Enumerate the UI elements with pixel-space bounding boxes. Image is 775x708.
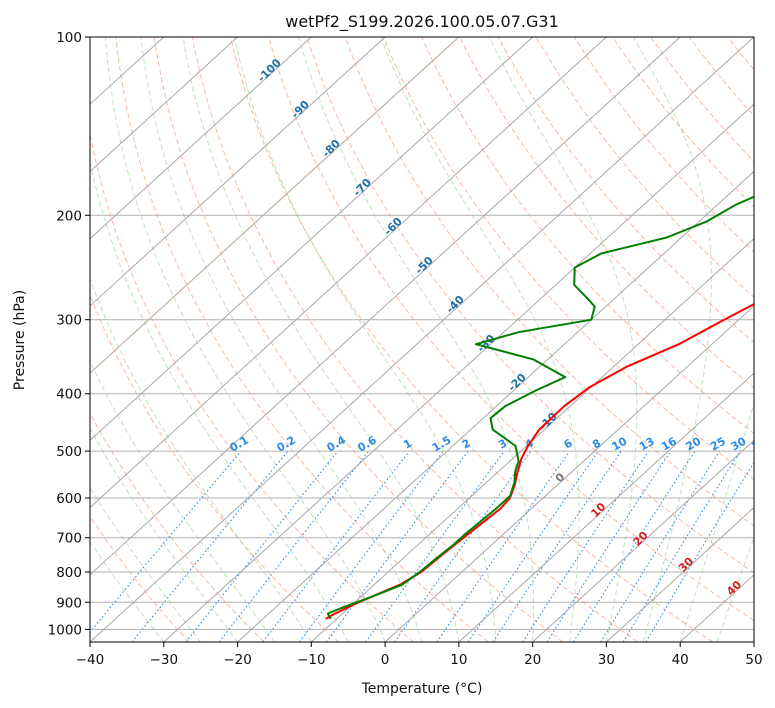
moist-adiabat bbox=[90, 359, 275, 642]
y-tick-label: 600 bbox=[56, 491, 82, 507]
mixing-ratio-line bbox=[467, 450, 599, 642]
plot-frame bbox=[89, 36, 755, 643]
x-tick-label: 40 bbox=[672, 652, 689, 668]
mixing-ratio-line bbox=[573, 450, 696, 642]
mixing-ratio-line bbox=[262, 450, 410, 642]
x-tick-label: 20 bbox=[524, 652, 541, 668]
x-tick-label: −30 bbox=[150, 652, 179, 668]
dry-adiabat bbox=[230, 37, 713, 642]
mixing-ratio-line bbox=[645, 461, 754, 642]
isotherm-line bbox=[458, 372, 754, 642]
x-tick-label: 0 bbox=[381, 652, 390, 668]
x-tick-label: 10 bbox=[450, 652, 467, 668]
y-axis-label: Pressure (hPa) bbox=[12, 290, 28, 390]
isotherm-line bbox=[606, 506, 754, 642]
dry-adiabat bbox=[191, 37, 639, 642]
y-tick-label: 100 bbox=[56, 30, 82, 46]
isotherm-gridlines bbox=[90, 37, 754, 642]
isotherm-line bbox=[237, 170, 754, 642]
y-tick-label: 800 bbox=[56, 565, 82, 581]
y-tick-label: 500 bbox=[56, 444, 82, 460]
dry-adiabat bbox=[382, 37, 754, 481]
mixing-ratio-line bbox=[218, 450, 370, 642]
y-tick-label: 700 bbox=[56, 531, 82, 547]
isotherm-line bbox=[90, 37, 534, 442]
y-tick-label: 400 bbox=[56, 387, 82, 403]
y-tick-label: 1000 bbox=[48, 622, 82, 638]
isotherm-line bbox=[90, 37, 312, 240]
y-tick-label: 300 bbox=[56, 313, 82, 329]
dry-adiabat bbox=[306, 37, 754, 574]
mixing-ratio-label: 36 bbox=[749, 434, 769, 453]
isobar-gridlines bbox=[90, 37, 754, 630]
moist-adiabat bbox=[90, 158, 349, 642]
dry-adiabat bbox=[344, 37, 754, 527]
isotherm-line bbox=[532, 439, 754, 642]
chart-title: wetPf2_S199.2026.100.05.07.G31 bbox=[285, 12, 559, 32]
isotherm-line bbox=[90, 37, 386, 307]
mixing-ratio-line bbox=[90, 450, 242, 633]
isotherm-line bbox=[90, 37, 754, 642]
mixing-ratio-line bbox=[185, 450, 339, 642]
moist-adiabat bbox=[716, 535, 754, 642]
dewpoint-line bbox=[326, 195, 754, 620]
mixing-ratio-line bbox=[600, 450, 721, 642]
dry-adiabat bbox=[115, 37, 489, 642]
mixing-ratio-line bbox=[394, 450, 532, 642]
isotherm-line bbox=[384, 305, 754, 642]
mixing-ratio-line bbox=[131, 450, 289, 642]
dry-adiabat bbox=[90, 515, 190, 642]
y-tick-label: 900 bbox=[56, 595, 82, 611]
x-tick-label: 30 bbox=[598, 652, 615, 668]
moist-adiabat bbox=[380, 37, 580, 642]
isotherm-line bbox=[310, 237, 754, 642]
mixing-ratio-line bbox=[365, 450, 505, 642]
x-axis-ticks: −40 −30 −20 −10 0 10 20 30 40 50 bbox=[76, 642, 763, 668]
isotherm-line bbox=[90, 37, 238, 173]
dry-adiabat bbox=[650, 37, 754, 163]
moist-adiabat bbox=[679, 401, 754, 642]
dry-adiabat bbox=[90, 131, 414, 642]
dry-adiabat bbox=[459, 37, 754, 389]
x-axis-label: Temperature (°C) bbox=[361, 681, 483, 697]
moist-adiabat bbox=[632, 37, 712, 642]
y-axis-ticks: 100 200 300 400 500 600 700 800 900 1000 bbox=[48, 30, 90, 638]
mixing-ratio-lines bbox=[90, 450, 754, 642]
profile-series bbox=[325, 195, 754, 620]
isotherm-line bbox=[90, 37, 681, 576]
moist-adiabat bbox=[182, 37, 460, 642]
isotherm-line bbox=[90, 37, 607, 509]
dry-adiabat bbox=[612, 37, 754, 208]
moist-adiabats bbox=[90, 37, 754, 642]
dry-adiabats bbox=[90, 37, 754, 642]
x-tick-label: 50 bbox=[745, 652, 762, 668]
x-tick-label: −40 bbox=[76, 652, 105, 668]
moist-adiabat bbox=[234, 37, 497, 642]
mixing-ratio-line bbox=[622, 450, 741, 642]
moist-adiabat bbox=[298, 37, 534, 642]
moist-adiabat bbox=[90, 427, 239, 642]
x-tick-label: −10 bbox=[297, 652, 326, 668]
moist-adiabat bbox=[488, 37, 638, 642]
moist-adiabat bbox=[140, 37, 423, 642]
y-tick-label: 200 bbox=[56, 208, 82, 224]
x-tick-label: −20 bbox=[223, 652, 252, 668]
dry-adiabat bbox=[268, 37, 754, 622]
mixing-ratio-line bbox=[546, 450, 672, 642]
isotherm-line bbox=[90, 37, 460, 374]
dry-adiabat bbox=[497, 37, 754, 344]
